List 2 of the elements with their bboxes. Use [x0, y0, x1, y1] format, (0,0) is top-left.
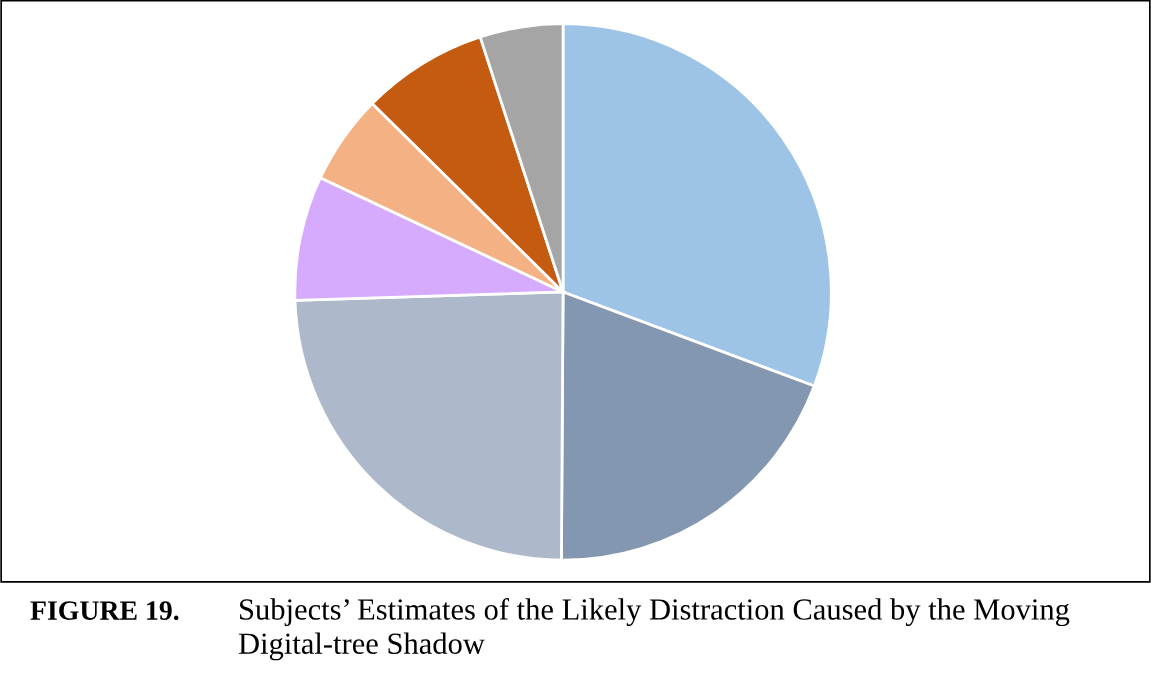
caption: FIGURE 19.: [30, 601, 179, 621]
text: Subjects’ Estimates of the Likely Distraction Caused by the Moving Digital-tree Shadow: [238, 598, 1070, 661]
